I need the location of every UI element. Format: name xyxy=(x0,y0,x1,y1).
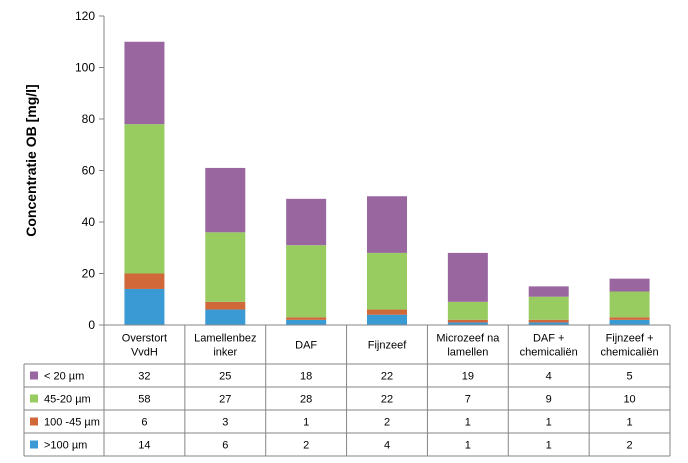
x-tick-label: Microzeef na xyxy=(436,333,500,345)
bar-segment xyxy=(205,167,246,233)
legend-swatch xyxy=(30,371,38,380)
data-table-value: 1 xyxy=(465,417,471,429)
y-tick-label: 100 xyxy=(75,61,95,75)
data-table-value: 2 xyxy=(384,417,390,429)
bar-segment xyxy=(528,319,569,323)
y-axis-label: Concentratie OB [mg/l] xyxy=(23,84,39,236)
y-tick-label: 60 xyxy=(82,164,96,178)
bar-segment xyxy=(367,309,407,315)
data-table-value: 7 xyxy=(465,394,471,406)
data-table-value: 1 xyxy=(627,417,633,429)
x-tick-label: chemicaliën xyxy=(520,347,578,359)
data-table-value: 6 xyxy=(141,417,147,429)
bar-segment xyxy=(124,41,165,125)
x-tick-label: DAF + xyxy=(533,333,564,345)
data-table-value: 3 xyxy=(222,417,228,429)
x-tick-label: Overstort xyxy=(122,333,167,345)
x-tick-label: Fijnzeef + xyxy=(606,333,654,345)
data-table-value: 1 xyxy=(303,417,309,429)
bar-segment xyxy=(124,124,165,274)
bar-segment xyxy=(205,309,246,325)
x-tick-label: inker xyxy=(213,347,237,359)
bar-segment xyxy=(205,301,246,310)
data-table-value: 27 xyxy=(219,394,231,406)
y-tick-label: 0 xyxy=(88,318,95,332)
legend-label: >100 µm xyxy=(44,440,87,452)
bar-segment xyxy=(528,286,569,297)
legend-label: < 20 µm xyxy=(44,371,84,383)
data-table-value: 2 xyxy=(303,440,309,452)
data-table-value: 4 xyxy=(546,371,552,383)
data-table-value: 2 xyxy=(627,440,633,452)
legend-label: 45-20 µm xyxy=(44,394,91,406)
data-table-value: 19 xyxy=(462,371,474,383)
data-table-value: 32 xyxy=(138,371,150,383)
bar-segment xyxy=(447,322,488,325)
data-table-value: 1 xyxy=(546,417,552,429)
data-table-value: 4 xyxy=(384,440,390,452)
data-table-value: 6 xyxy=(222,440,228,452)
data-table-value: 22 xyxy=(381,394,393,406)
bar-segment xyxy=(609,317,650,320)
bar-segment xyxy=(609,319,650,325)
legend-swatch xyxy=(30,417,38,426)
bar-segment xyxy=(367,314,407,325)
data-table-value: 58 xyxy=(138,394,150,406)
bar-segment xyxy=(286,317,327,320)
legend-label: 100 -45 µm xyxy=(44,417,100,429)
data-table-value: 5 xyxy=(627,371,633,383)
legend-swatch xyxy=(30,394,38,403)
y-tick-label: 120 xyxy=(75,9,95,23)
bar-segment xyxy=(609,291,650,318)
bar-segment xyxy=(367,252,407,310)
x-tick-label: Lamellenbez xyxy=(194,333,256,345)
y-tick-label: 40 xyxy=(82,215,96,229)
data-table-value: 18 xyxy=(300,371,312,383)
data-table-value: 1 xyxy=(465,440,471,452)
x-tick-label: VvdH xyxy=(131,347,158,359)
x-tick-label: chemicaliën xyxy=(601,347,659,359)
bar-segment xyxy=(286,319,327,325)
data-table-value: 9 xyxy=(546,394,552,406)
x-tick-label: lamellen xyxy=(447,347,488,359)
data-table-value: 1 xyxy=(546,440,552,452)
y-tick-label: 80 xyxy=(82,112,96,126)
x-tick-label: DAF xyxy=(295,340,317,352)
data-table-value: 14 xyxy=(138,440,150,452)
bar-segment xyxy=(447,252,488,302)
bar-segment xyxy=(286,198,327,246)
bar-segment xyxy=(528,296,569,320)
bar-segment xyxy=(124,288,165,325)
y-tick-label: 20 xyxy=(82,267,96,281)
bar-segment xyxy=(205,232,246,302)
x-tick-label: Fijnzeef xyxy=(368,340,407,352)
data-table-value: 22 xyxy=(381,371,393,383)
data-table-value: 25 xyxy=(219,371,231,383)
legend-swatch xyxy=(30,440,38,449)
data-table-value: 28 xyxy=(300,394,312,406)
bar-segment xyxy=(124,273,165,289)
bar-segment xyxy=(447,319,488,323)
bar-segment xyxy=(447,301,488,320)
data-table-value: 10 xyxy=(623,394,635,406)
bar-segment xyxy=(528,322,569,325)
bar-segment xyxy=(367,196,407,253)
bar-segment xyxy=(609,278,650,292)
bar-segment xyxy=(286,245,327,318)
